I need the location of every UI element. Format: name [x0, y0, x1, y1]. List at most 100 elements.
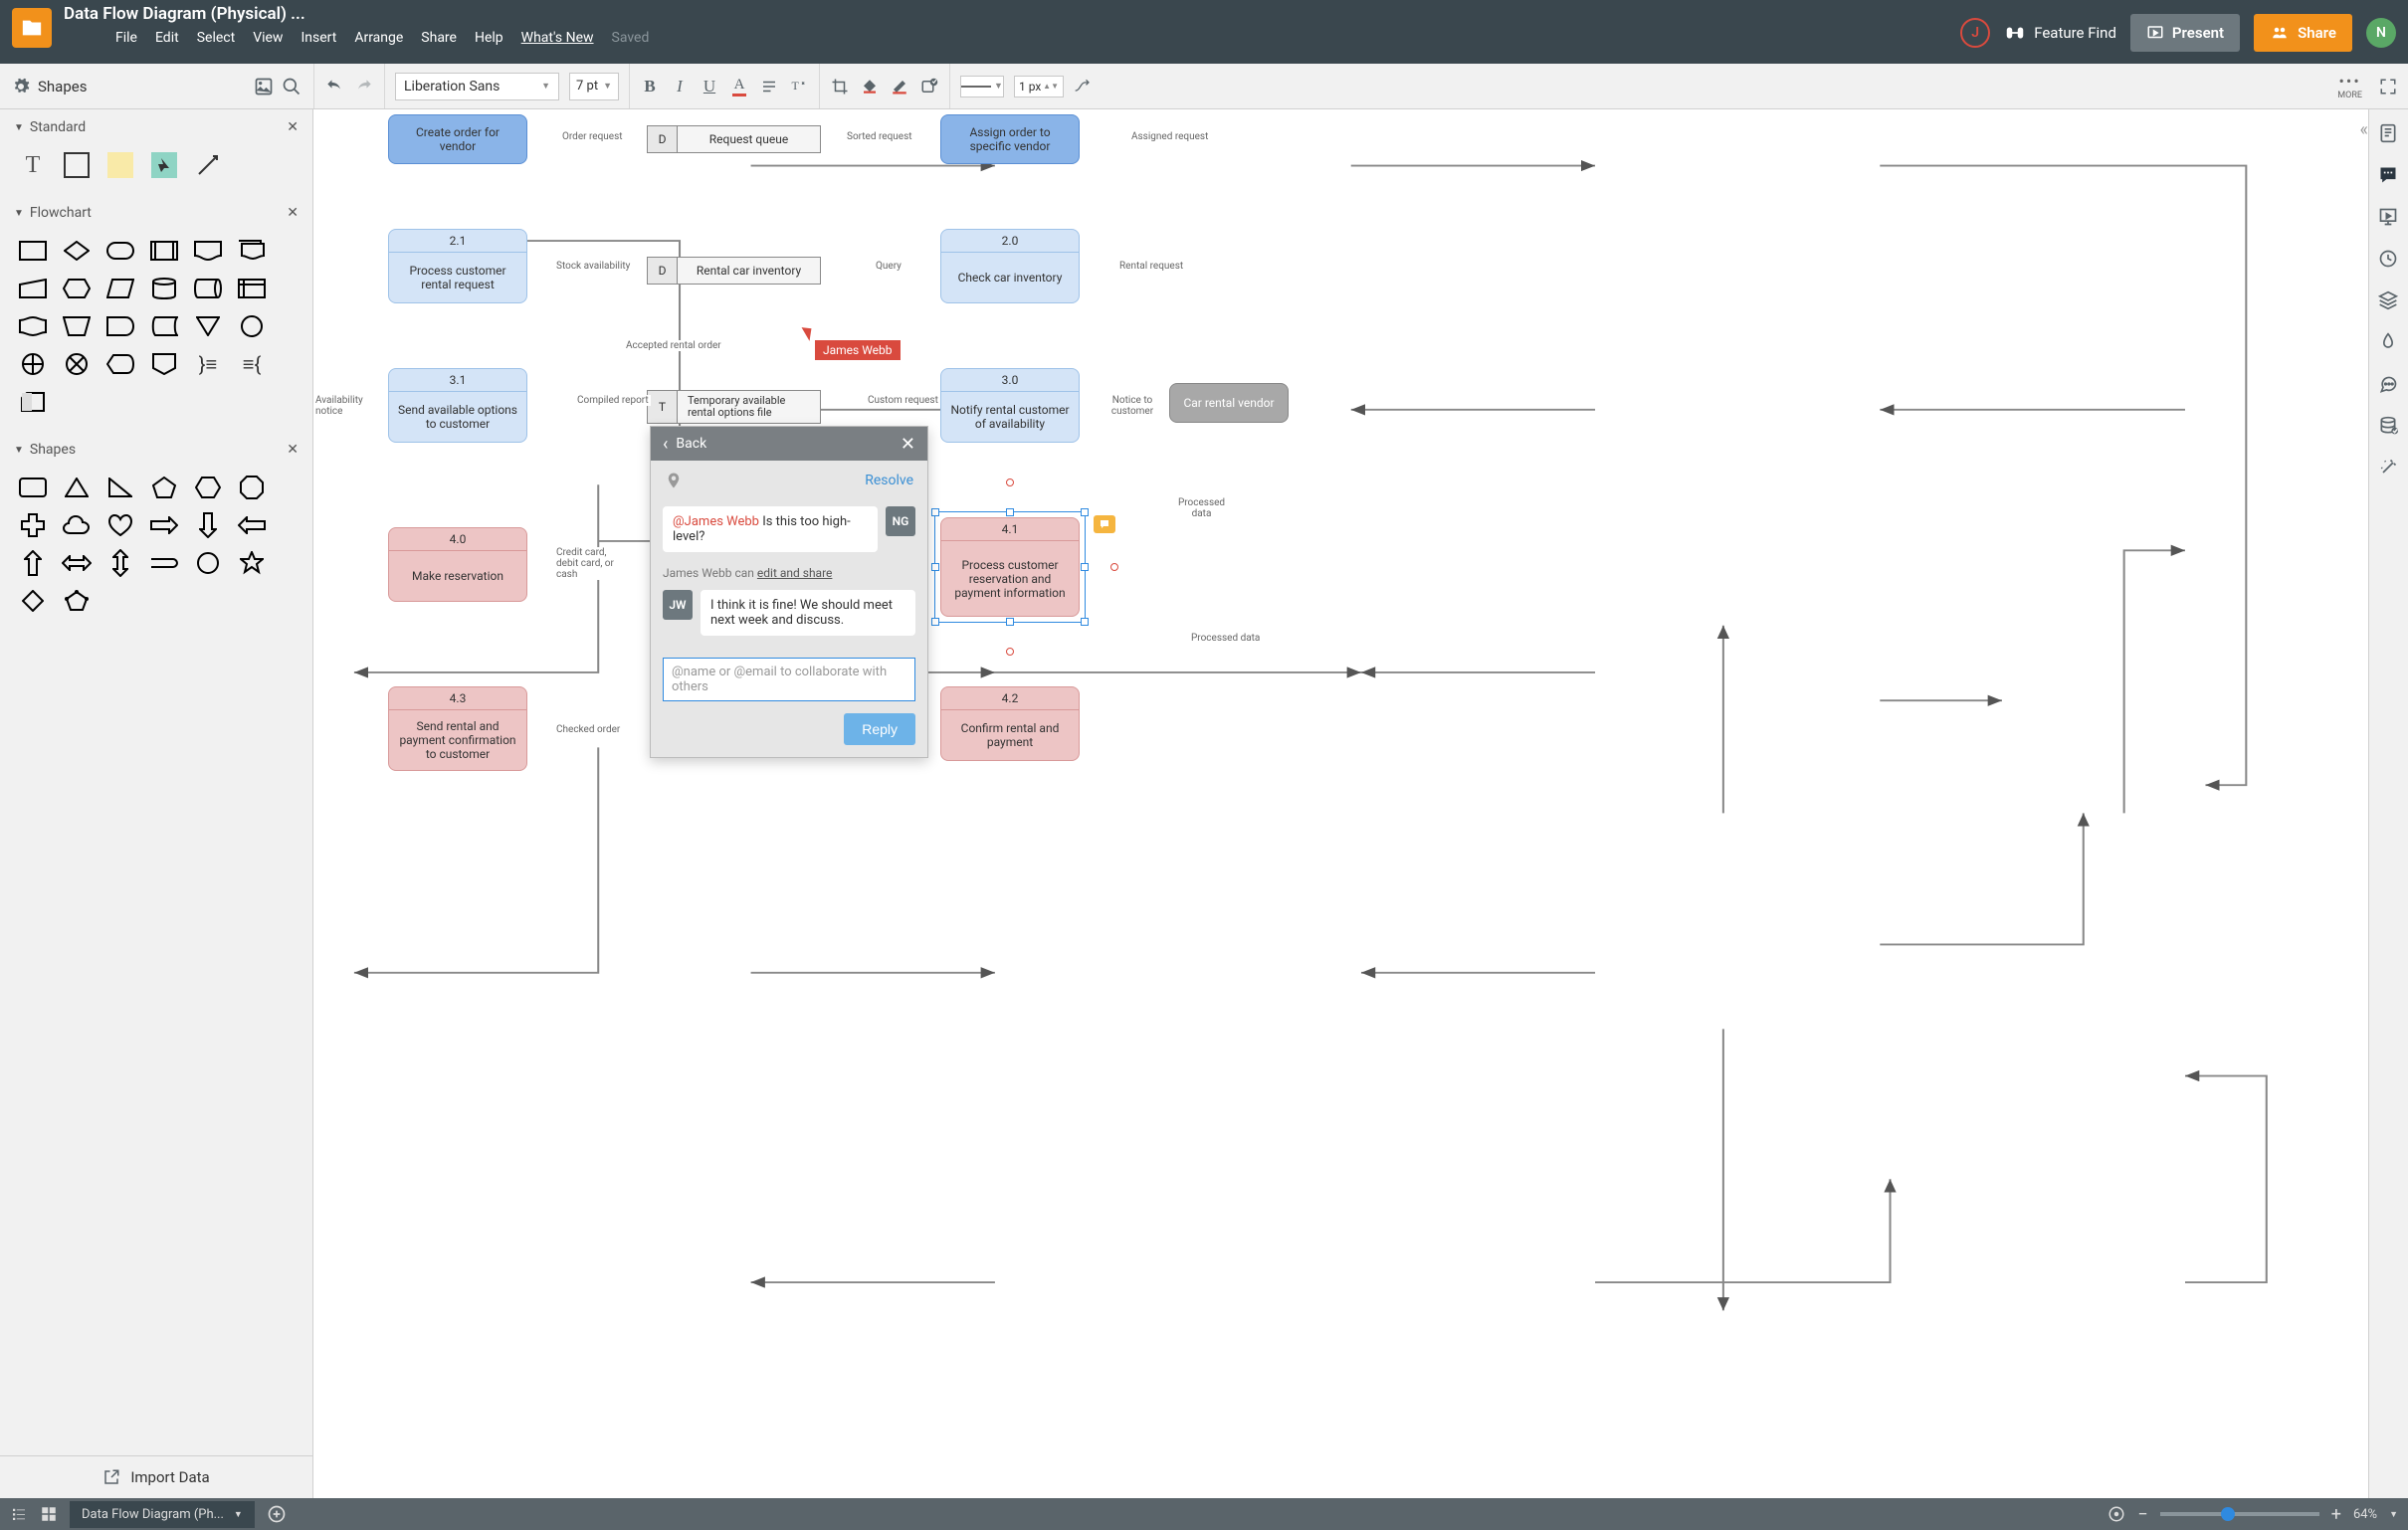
node-21[interactable]: 2.1Process customer rental request	[388, 229, 527, 303]
bold-button[interactable]: B	[640, 77, 660, 96]
node-40[interactable]: 4.0Make reservation	[388, 527, 527, 602]
text-color-button[interactable]: A	[729, 77, 749, 96]
align-button[interactable]	[759, 77, 779, 96]
italic-button[interactable]: I	[670, 77, 690, 96]
canvas[interactable]: Create order for vendor DRequest queue A…	[313, 109, 2368, 1498]
layers-icon[interactable]	[2378, 290, 2400, 312]
sh-cloud[interactable]	[62, 513, 92, 537]
avatar-collaborator[interactable]: J	[1960, 18, 1990, 48]
menu-view[interactable]: View	[253, 30, 283, 46]
menu-insert[interactable]: Insert	[301, 30, 336, 46]
fc-card[interactable]	[18, 390, 48, 414]
fc-internal[interactable]	[237, 277, 267, 300]
fc-manual-input[interactable]	[18, 277, 48, 300]
shape-note[interactable]	[105, 153, 135, 177]
pin-icon[interactable]	[665, 471, 683, 490]
fc-or[interactable]	[18, 352, 48, 376]
fc-database[interactable]	[149, 277, 179, 300]
fc-process[interactable]	[18, 239, 48, 263]
fill-button[interactable]	[860, 77, 880, 96]
grid-view-icon[interactable]	[40, 1505, 58, 1523]
target-icon[interactable]	[2107, 1505, 2125, 1523]
fc-papertape[interactable]	[18, 314, 48, 338]
sh-hexagon[interactable]	[193, 476, 223, 499]
fc-document[interactable]	[193, 239, 223, 263]
sh-pentagon[interactable]	[149, 476, 179, 499]
node-assign-order[interactable]: Assign order to specific vendor	[940, 114, 1080, 164]
line-options-button[interactable]	[1074, 77, 1094, 96]
image-icon[interactable]	[254, 77, 274, 96]
fc-stored[interactable]	[149, 314, 179, 338]
fc-sum[interactable]	[62, 352, 92, 376]
sh-rect[interactable]	[18, 476, 48, 499]
fc-preparation[interactable]	[62, 277, 92, 300]
fc-manual-op[interactable]	[62, 314, 92, 338]
reply-input[interactable]: @name or @email to collaborate with othe…	[663, 658, 915, 701]
undo-button[interactable]	[324, 77, 344, 96]
import-data-button[interactable]: Import Data	[0, 1455, 312, 1498]
notes-icon[interactable]	[2378, 123, 2400, 145]
crop-button[interactable]	[830, 77, 850, 96]
sh-callout[interactable]	[149, 551, 179, 575]
fc-predefined[interactable]	[149, 239, 179, 263]
menu-help[interactable]: Help	[475, 30, 503, 46]
document-title[interactable]: Data Flow Diagram (Physical) ...	[64, 0, 1960, 24]
fc-terminator[interactable]	[105, 239, 135, 263]
fc-offpage[interactable]	[149, 352, 179, 376]
datastore-request-queue[interactable]: DRequest queue	[647, 125, 821, 153]
share-button[interactable]: Share	[2254, 14, 2352, 52]
gear-icon[interactable]	[12, 78, 30, 96]
shape-block[interactable]	[62, 153, 92, 177]
fc-display[interactable]	[105, 352, 135, 376]
fc-brace2[interactable]: ≡{	[237, 352, 267, 376]
fc-connector[interactable]	[237, 314, 267, 338]
shape-line[interactable]	[193, 153, 223, 177]
sh-circle[interactable]	[193, 551, 223, 575]
node-41[interactable]: 4.1Process customer reservation and paym…	[940, 517, 1080, 617]
zoom-out-button[interactable]: −	[2137, 1504, 2147, 1525]
fc-merge[interactable]	[193, 314, 223, 338]
line-color-button[interactable]	[890, 77, 909, 96]
present-dock-icon[interactable]	[2378, 207, 2400, 229]
node-create-order[interactable]: Create order for vendor	[388, 114, 527, 164]
avatar-user[interactable]: N	[2366, 18, 2396, 48]
sh-star[interactable]	[237, 551, 267, 575]
zoom-in-button[interactable]: +	[2331, 1504, 2341, 1525]
fc-data[interactable]	[105, 277, 135, 300]
datastore-inventory[interactable]: DRental car inventory	[647, 257, 821, 285]
edit-share-link[interactable]: edit and share	[757, 566, 833, 580]
more-label[interactable]: MORE	[2337, 91, 2362, 100]
text-options-button[interactable]: T	[789, 77, 809, 96]
collapse-right-icon[interactable]: «	[2360, 119, 2368, 140]
menu-select[interactable]: Select	[197, 30, 235, 46]
shape-text[interactable]: T	[18, 153, 48, 177]
menu-file[interactable]: File	[115, 30, 137, 46]
back-button[interactable]: Back	[676, 436, 706, 452]
close-icon[interactable]: ✕	[287, 205, 299, 221]
menu-share[interactable]: Share	[421, 30, 457, 46]
feature-find-button[interactable]: Feature Find	[2004, 22, 2116, 44]
sh-rtriangle[interactable]	[105, 476, 135, 499]
sh-arrow-u[interactable]	[18, 551, 48, 575]
outline-icon[interactable]	[10, 1505, 28, 1523]
close-comment-button[interactable]: ✕	[901, 434, 915, 455]
fontsize-selector[interactable]: 7 pt▼	[569, 73, 619, 100]
reply-button[interactable]: Reply	[844, 713, 915, 745]
sh-arrow-lr[interactable]	[62, 551, 92, 575]
data-dock-icon[interactable]	[2378, 416, 2400, 438]
datastore-temp[interactable]: TTemporary available rental options file	[647, 390, 821, 424]
menu-edit[interactable]: Edit	[155, 30, 179, 46]
sh-arrow-d[interactable]	[193, 513, 223, 537]
node-42[interactable]: 4.2Confirm rental and payment	[940, 686, 1080, 761]
line-width-selector[interactable]: 1 px▲▼	[1014, 76, 1064, 97]
sh-triangle[interactable]	[62, 476, 92, 499]
sh-arrow-r[interactable]	[149, 513, 179, 537]
search-icon[interactable]	[282, 77, 301, 96]
zoom-thumb[interactable]	[2221, 1507, 2235, 1521]
shape-hotspot[interactable]	[149, 153, 179, 177]
redo-button[interactable]	[354, 77, 374, 96]
chat-dock-icon[interactable]	[2378, 374, 2400, 396]
node-20[interactable]: 2.0Check car inventory	[940, 229, 1080, 303]
sh-arrow-ud[interactable]	[105, 551, 135, 575]
fullscreen-button[interactable]	[2378, 77, 2398, 96]
